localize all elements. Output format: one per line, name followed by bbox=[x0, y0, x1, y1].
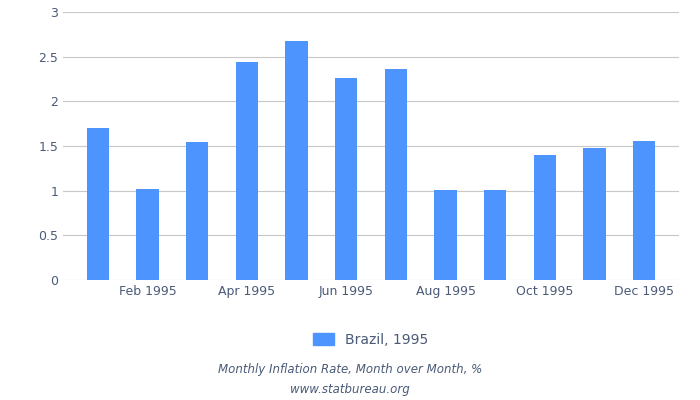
Bar bbox=[533, 155, 556, 280]
Text: www.statbureau.org: www.statbureau.org bbox=[290, 384, 410, 396]
Bar bbox=[434, 190, 456, 280]
Bar bbox=[484, 190, 506, 280]
Bar bbox=[286, 42, 308, 280]
Bar bbox=[633, 141, 655, 280]
Bar bbox=[87, 128, 109, 280]
Text: Monthly Inflation Rate, Month over Month, %: Monthly Inflation Rate, Month over Month… bbox=[218, 364, 482, 376]
Bar bbox=[335, 78, 357, 280]
Bar bbox=[186, 142, 209, 280]
Bar bbox=[136, 189, 159, 280]
Bar bbox=[236, 62, 258, 280]
Bar bbox=[385, 69, 407, 280]
Bar bbox=[583, 148, 606, 280]
Legend: Brazil, 1995: Brazil, 1995 bbox=[308, 327, 434, 352]
